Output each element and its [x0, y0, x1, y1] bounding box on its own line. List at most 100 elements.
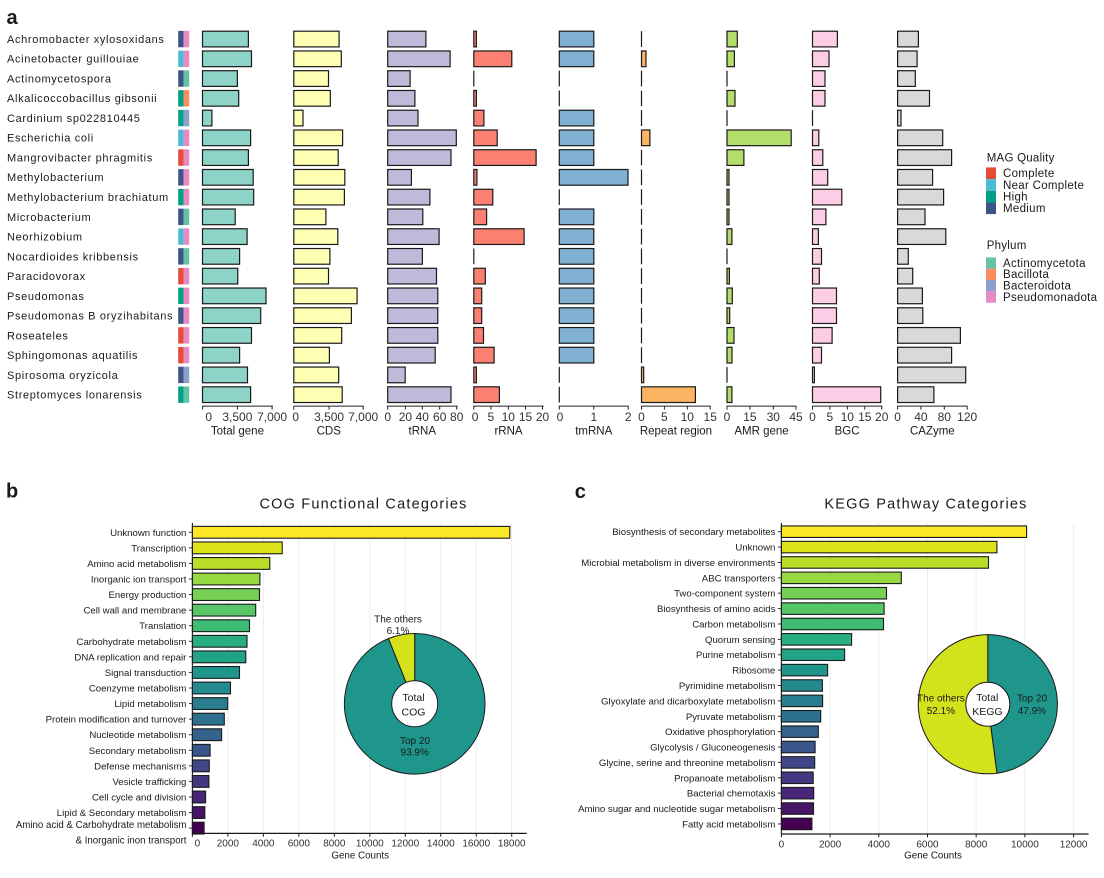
svg-text:COG: COG — [402, 707, 426, 719]
svg-text:80: 80 — [938, 410, 952, 424]
svg-text:Protein modification and turno: Protein modification and turnover — [46, 715, 188, 726]
svg-text:10: 10 — [841, 410, 855, 424]
svg-text:Near Complete: Near Complete — [1003, 180, 1084, 192]
svg-text:15: 15 — [858, 410, 872, 424]
svg-text:tmRNA: tmRNA — [575, 425, 612, 437]
svg-text:Inorganic ion transport: Inorganic ion transport — [91, 575, 187, 586]
svg-text:0: 0 — [205, 410, 212, 424]
svg-text:0: 0 — [809, 410, 816, 424]
svg-text:Medium: Medium — [1003, 203, 1046, 215]
svg-text:2000: 2000 — [819, 839, 842, 850]
svg-text:Amino sugar and nucleotide sug: Amino sugar and nucleotide sugar metabol… — [578, 804, 775, 815]
svg-text:12000: 12000 — [391, 839, 419, 850]
svg-text:6.1%: 6.1% — [387, 626, 410, 637]
svg-text:rRNA: rRNA — [494, 425, 522, 437]
svg-text:Defense mechanisms: Defense mechanisms — [94, 761, 186, 772]
svg-text:Cardinium sp022810445: Cardinium sp022810445 — [7, 113, 141, 125]
svg-text:Methylobacterium brachiatum: Methylobacterium brachiatum — [7, 192, 169, 204]
svg-text:Amino acid & Carbohydrate meta: Amino acid & Carbohydrate metabolism — [16, 820, 187, 831]
svg-text:tRNA: tRNA — [409, 425, 437, 437]
svg-text:Top 20: Top 20 — [1017, 694, 1047, 705]
svg-text:8000: 8000 — [323, 839, 346, 850]
svg-text:30: 30 — [767, 410, 781, 424]
svg-text:Lipid metabolism: Lipid metabolism — [114, 699, 186, 710]
svg-text:4000: 4000 — [868, 839, 891, 850]
svg-text:8000: 8000 — [965, 839, 988, 850]
svg-text:Nocardioides kribbensis: Nocardioides kribbensis — [7, 251, 139, 263]
svg-text:Actinomycetospora: Actinomycetospora — [7, 73, 112, 85]
svg-text:0: 0 — [724, 410, 731, 424]
svg-text:52.1%: 52.1% — [927, 706, 955, 717]
svg-text:Transcription: Transcription — [131, 543, 186, 554]
svg-text:15: 15 — [519, 410, 533, 424]
svg-text:Sphingomonas aquatilis: Sphingomonas aquatilis — [7, 350, 138, 362]
svg-text:The others: The others — [374, 615, 422, 626]
svg-text:Glyoxylate and dicarboxylate m: Glyoxylate and dicarboxylate metabolism — [601, 696, 775, 707]
svg-text:Ribosome: Ribosome — [732, 666, 775, 677]
svg-text:AMR gene: AMR gene — [734, 425, 788, 437]
svg-text:Amino acid metabolism: Amino acid metabolism — [87, 559, 186, 570]
svg-text:3,500: 3,500 — [314, 410, 344, 424]
svg-text:10: 10 — [681, 410, 695, 424]
svg-text:BGC: BGC — [835, 425, 860, 437]
svg-text:Carbohydrate metabolism: Carbohydrate metabolism — [77, 637, 187, 648]
svg-text:5: 5 — [661, 410, 668, 424]
svg-text:Pseudomonadota: Pseudomonadota — [1003, 292, 1098, 304]
svg-text:10: 10 — [502, 410, 516, 424]
svg-text:Bacillota: Bacillota — [1003, 269, 1049, 281]
svg-text:Methylobacterium: Methylobacterium — [7, 172, 104, 184]
svg-text:Gene Counts: Gene Counts — [331, 850, 389, 861]
svg-text:80: 80 — [450, 410, 464, 424]
svg-text:Microbial metabolism in divers: Microbial metabolism in diverse environm… — [581, 558, 775, 569]
svg-text:Glycolysis / Gluconeogenesis: Glycolysis / Gluconeogenesis — [650, 743, 776, 754]
svg-text:10000: 10000 — [356, 839, 384, 850]
svg-text:Bacterial chemotaxis: Bacterial chemotaxis — [687, 789, 776, 800]
svg-text:Phylum: Phylum — [987, 240, 1027, 252]
svg-text:0: 0 — [894, 410, 901, 424]
svg-text:45: 45 — [789, 410, 803, 424]
svg-text:Propanoate metabolism: Propanoate metabolism — [674, 773, 775, 784]
svg-text:Unknown: Unknown — [735, 543, 775, 554]
svg-text:MAG Quality: MAG Quality — [987, 152, 1055, 164]
svg-text:Secondary metabolism: Secondary metabolism — [89, 746, 187, 757]
svg-text:10000: 10000 — [1011, 839, 1039, 850]
svg-text:Pseudomonas B oryzihabitans: Pseudomonas B oryzihabitans — [7, 311, 173, 323]
svg-text:6000: 6000 — [288, 839, 311, 850]
svg-text:Cell cycle and division: Cell cycle and division — [92, 792, 186, 803]
svg-text:Nucleotide metabolism: Nucleotide metabolism — [89, 730, 186, 741]
svg-text:Total gene: Total gene — [211, 425, 264, 437]
svg-text:COG Functional Categories: COG Functional Categories — [259, 497, 467, 513]
svg-text:Actinomycetota: Actinomycetota — [1003, 258, 1086, 270]
svg-text:7,000: 7,000 — [257, 410, 287, 424]
svg-text:Roseateles: Roseateles — [7, 330, 69, 342]
svg-text:Vesicle trafficking: Vesicle trafficking — [112, 777, 186, 788]
svg-text:Microbacterium: Microbacterium — [7, 212, 91, 224]
svg-text:CAZyme: CAZyme — [910, 425, 955, 437]
svg-text:0: 0 — [195, 839, 201, 850]
svg-text:60: 60 — [433, 410, 447, 424]
svg-text:Pyrimidine metabolism: Pyrimidine metabolism — [679, 681, 776, 692]
svg-text:Carbon metabolism: Carbon metabolism — [692, 619, 775, 630]
svg-text:Oxidative phosphorylation: Oxidative phosphorylation — [665, 727, 775, 738]
svg-text:20: 20 — [536, 410, 550, 424]
svg-text:4000: 4000 — [252, 839, 275, 850]
svg-text:2000: 2000 — [217, 839, 240, 850]
svg-text:15: 15 — [704, 410, 718, 424]
svg-text:CDS: CDS — [317, 425, 342, 437]
svg-text:2: 2 — [625, 410, 632, 424]
svg-text:Fatty acid metabolism: Fatty acid metabolism — [682, 819, 775, 830]
svg-text:Translation: Translation — [139, 621, 186, 632]
svg-text:5: 5 — [827, 410, 834, 424]
svg-text:Gene Counts: Gene Counts — [904, 851, 962, 862]
svg-text:40: 40 — [914, 410, 928, 424]
svg-text:Pseudomonas: Pseudomonas — [7, 291, 84, 303]
svg-text:Streptomyces lonarensis: Streptomyces lonarensis — [7, 390, 142, 402]
svg-text:Unknown function: Unknown function — [110, 528, 186, 539]
svg-text:0: 0 — [779, 839, 785, 850]
svg-text:Glycine, serine and threonine: Glycine, serine and threonine metabolism — [599, 758, 776, 769]
svg-text:ABC transporters: ABC transporters — [702, 573, 776, 584]
svg-text:Pyruvate metabolism: Pyruvate metabolism — [686, 712, 776, 723]
svg-text:Escherichia coli: Escherichia coli — [7, 133, 94, 145]
svg-text:120: 120 — [957, 410, 977, 424]
svg-text:Lipid & Secondary metabolism: Lipid & Secondary metabolism — [57, 808, 187, 819]
